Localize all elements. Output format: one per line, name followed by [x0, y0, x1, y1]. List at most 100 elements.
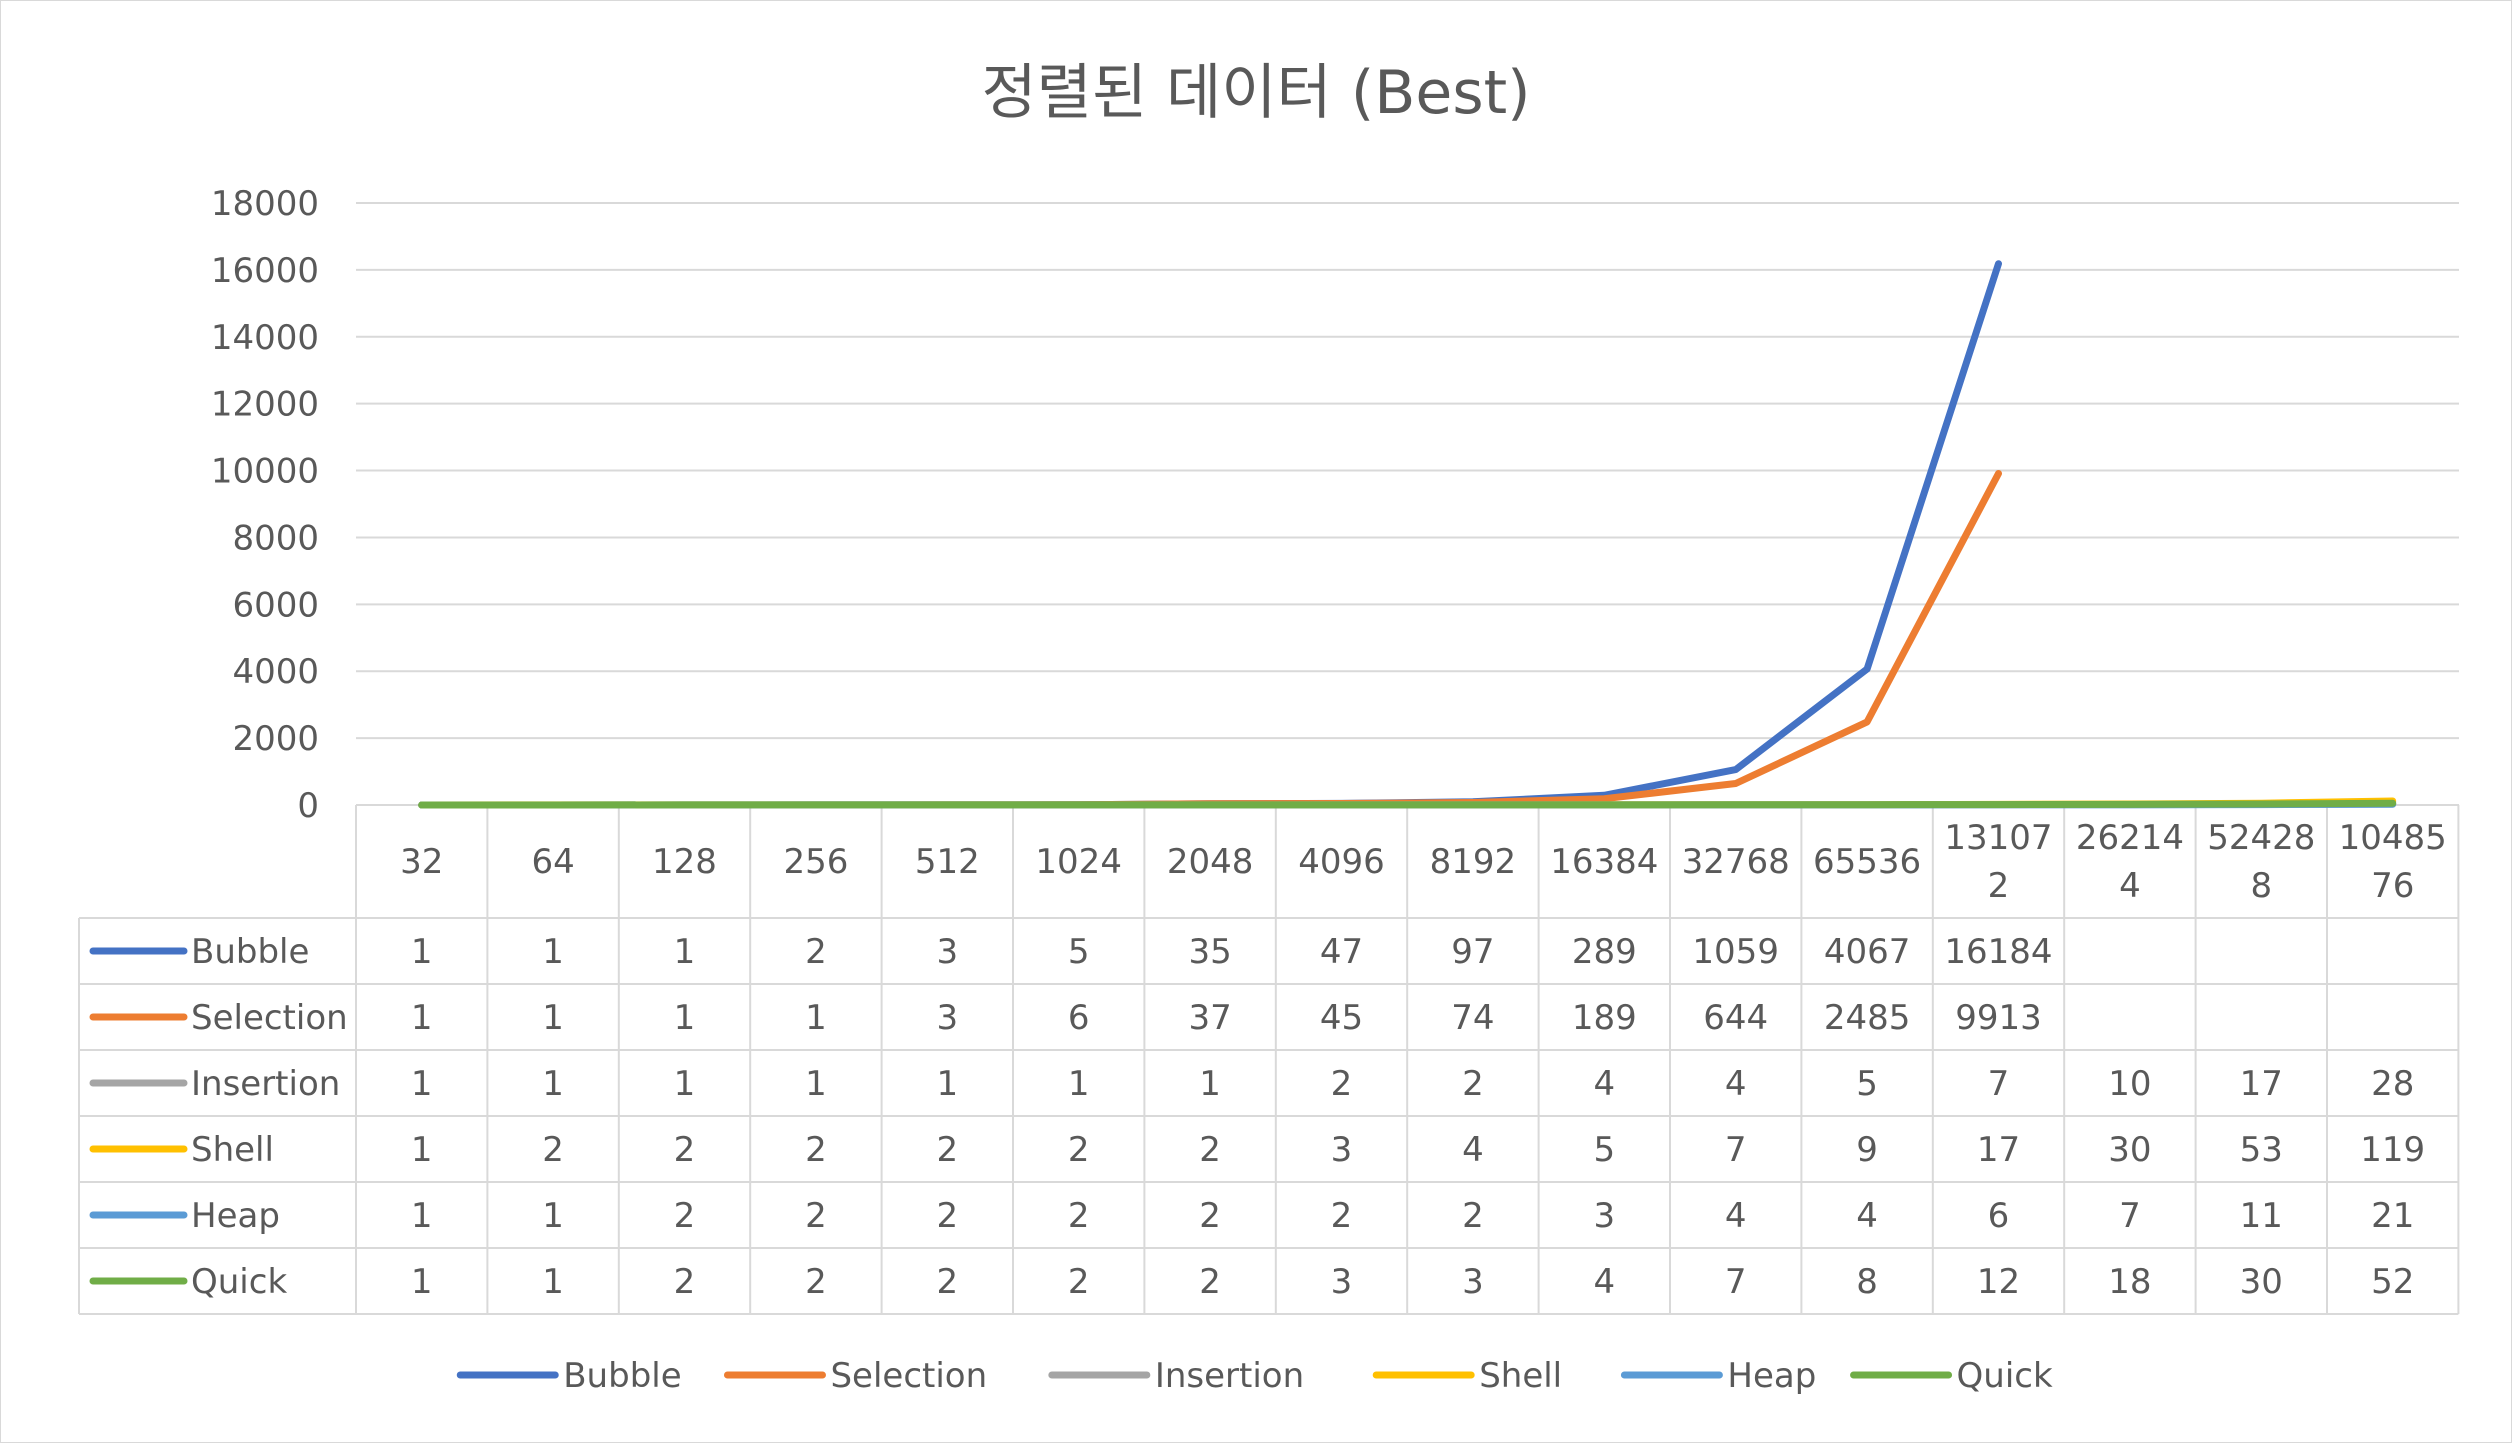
- legend-label: Selection: [830, 1356, 987, 1396]
- chart-title: 정렬된 데이터 (Best): [981, 58, 1530, 128]
- table-cell-value: 17: [2240, 1064, 2283, 1104]
- table-cell-value: 4: [1856, 1196, 1878, 1236]
- table-series-name: Insertion: [191, 1064, 340, 1104]
- table-cell-value: 4: [1593, 1064, 1615, 1104]
- legend: Bubble Selection Insertion Shell Heap Quick: [456, 1356, 2053, 1396]
- y-tick-label: 6000: [232, 585, 319, 625]
- table-cell-value: 7: [1725, 1130, 1747, 1170]
- table-cell-value: 5: [1593, 1130, 1615, 1170]
- table-cell-value: 2: [1462, 1064, 1484, 1104]
- x-tick-label: 2048: [1167, 842, 1254, 882]
- table-cell-value: 1: [411, 998, 433, 1038]
- x-tick-label: 32768: [1682, 842, 1790, 882]
- table-cell-value: 3: [1593, 1196, 1615, 1236]
- table-cell-value: 2: [936, 1196, 958, 1236]
- table-cell-value: 1: [411, 932, 433, 972]
- table-cell-value: 6: [1068, 998, 1090, 1038]
- table-cell-value: 2: [1331, 1196, 1353, 1236]
- x-tick-label: 16384: [1550, 842, 1658, 882]
- legend-label: Quick: [1957, 1356, 2053, 1396]
- table-cell-value: 7: [2119, 1196, 2141, 1236]
- table-cell-value: 2: [1462, 1196, 1484, 1236]
- table-cell-value: 9913: [1955, 998, 2042, 1038]
- table-cell-value: 1059: [1692, 932, 1779, 972]
- table-cell-value: 35: [1188, 932, 1231, 972]
- table-cell-value: 4: [1462, 1130, 1484, 1170]
- series-line-selection: [418, 470, 2002, 809]
- table-series-name: Bubble: [191, 932, 309, 972]
- table-cell-value: 289: [1572, 932, 1637, 972]
- x-tick-label: 10485 76: [2339, 818, 2447, 906]
- table-cell-value: 30: [2108, 1130, 2151, 1170]
- table-cell-value: 74: [1451, 998, 1494, 1038]
- table-cell-value: 1: [936, 1064, 958, 1104]
- x-tick-label: 64: [531, 842, 574, 882]
- y-tick-label: 8000: [232, 518, 319, 558]
- table-cell-value: 4: [1725, 1196, 1747, 1236]
- table-cell-value: 1: [1068, 1064, 1090, 1104]
- table-cell-value: 2: [936, 1262, 958, 1302]
- table-cell-value: 1: [542, 998, 564, 1038]
- table-cell-value: 1: [674, 1064, 696, 1104]
- data-table: 32 64 128 256 512 1024 2048 4096 8192 16384 32768 6…: [78, 805, 2460, 1315]
- table-cell-value: 3: [936, 932, 958, 972]
- table-cell-value: 4: [1593, 1262, 1615, 1302]
- table-cell-value: 17: [1977, 1130, 2020, 1170]
- table-cell-value: 3: [1331, 1130, 1353, 1170]
- table-series-name: Selection: [191, 998, 348, 1038]
- table-cell-value: 2485: [1824, 998, 1911, 1038]
- table-cell-value: 1: [542, 932, 564, 972]
- y-tick-label: 10000: [211, 452, 319, 492]
- table-cell-value: 28: [2371, 1064, 2414, 1104]
- x-tick-label: 4096: [1298, 842, 1385, 882]
- table-cell-value: 10: [2108, 1064, 2151, 1104]
- table-cell-value: 1: [1199, 1064, 1221, 1104]
- table-cell-value: 1: [411, 1130, 433, 1170]
- table-cell-value: 119: [2360, 1130, 2425, 1170]
- table-cell-value: 7: [1725, 1262, 1747, 1302]
- x-tick-label: 65536: [1813, 842, 1921, 882]
- series-lines: [418, 260, 2397, 809]
- table-cell-value: 1: [674, 998, 696, 1038]
- table-cell-value: 97: [1451, 932, 1494, 972]
- series-line-quick: [418, 799, 2397, 809]
- table-cell-value: 1: [411, 1064, 433, 1104]
- y-tick-label: 16000: [211, 251, 319, 291]
- x-tick-label: 32: [400, 842, 443, 882]
- x-tick-label: 26214 4: [2076, 818, 2184, 906]
- table-cell-value: 2: [674, 1196, 696, 1236]
- table-cell-value: 2: [1199, 1130, 1221, 1170]
- table-cell-value: 2: [805, 1262, 827, 1302]
- gridlines: [356, 202, 2459, 806]
- table-cell-value: 1: [542, 1262, 564, 1302]
- x-tick-label: 128: [652, 842, 717, 882]
- table-cell-value: 11: [2240, 1196, 2283, 1236]
- table-series-name: Quick: [191, 1262, 287, 1302]
- y-tick-label: 12000: [211, 385, 319, 425]
- y-tick-label: 0: [297, 786, 319, 826]
- table-cell-value: 6: [1988, 1196, 2010, 1236]
- table-cell-value: 45: [1320, 998, 1363, 1038]
- table-cell-value: 1: [805, 1064, 827, 1104]
- table-cell-value: 3: [1331, 1262, 1353, 1302]
- table-cell-value: 12: [1977, 1262, 2020, 1302]
- table-cell-value: 4: [1725, 1064, 1747, 1104]
- table-cell-value: 16184: [1944, 932, 2052, 972]
- x-tick-label: 8192: [1430, 842, 1517, 882]
- table-cell-value: 2: [805, 932, 827, 972]
- table-cell-value: 3: [936, 998, 958, 1038]
- table-cell-value: 2: [1331, 1064, 1353, 1104]
- x-tick-label: 52428 8: [2207, 818, 2315, 906]
- table-cell-value: 5: [1068, 932, 1090, 972]
- table-cell-value: 47: [1320, 932, 1363, 972]
- x-tick-label: 512: [915, 842, 980, 882]
- table-cell-value: 1: [411, 1262, 433, 1302]
- legend-label: Heap: [1727, 1356, 1816, 1396]
- table-cell-value: 30: [2240, 1262, 2283, 1302]
- table-cell-value: 52: [2371, 1262, 2414, 1302]
- y-axis-tick-labels: 0 2000 4000 6000 8000 10000 12000 14000 16000 180…: [211, 184, 319, 826]
- table-cell-value: 644: [1703, 998, 1768, 1038]
- table-cell-value: 2: [1068, 1262, 1090, 1302]
